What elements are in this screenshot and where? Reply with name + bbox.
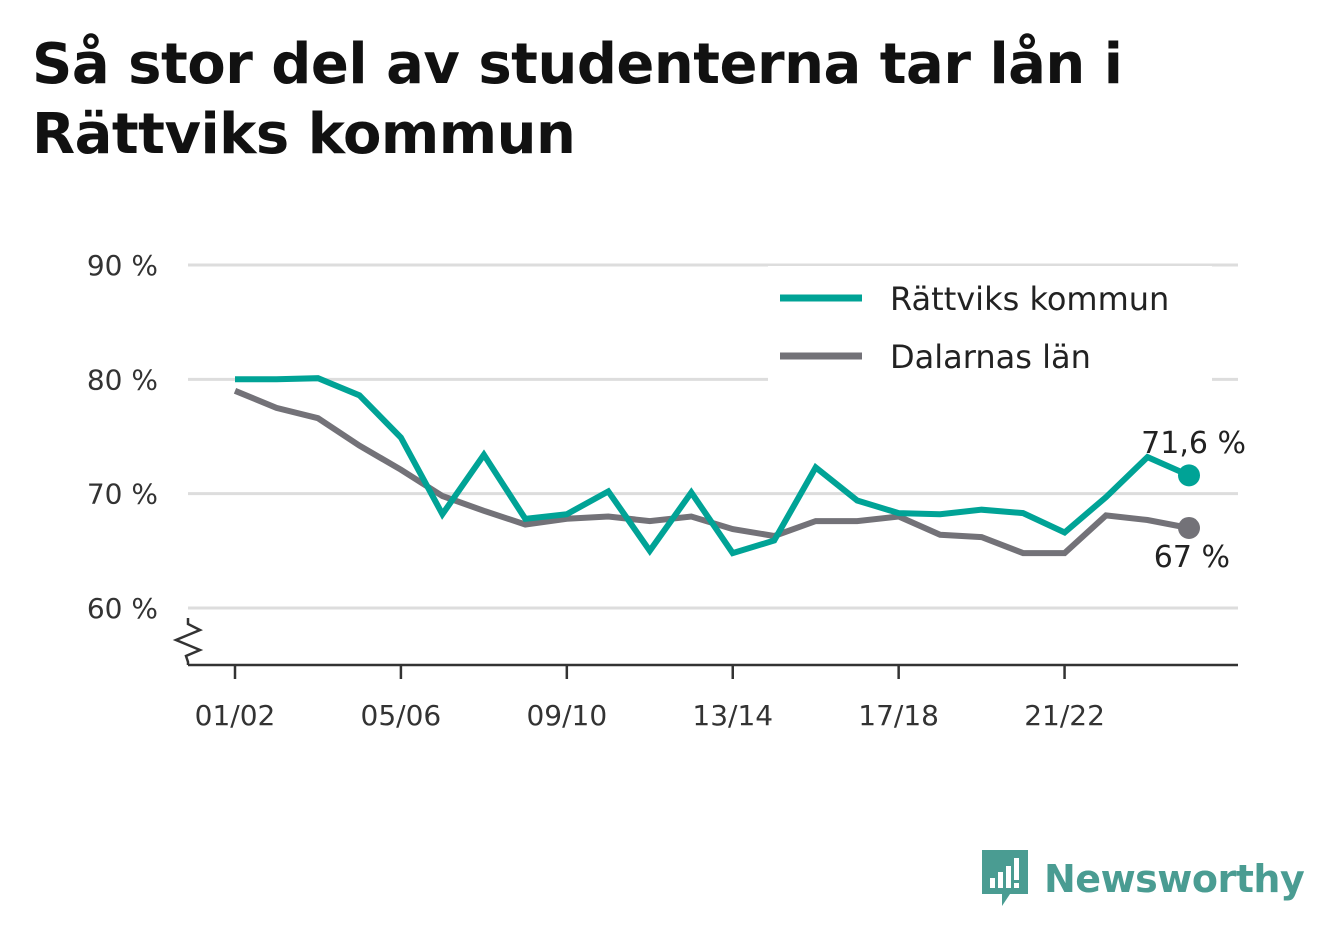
legend-label-dalarna: Dalarnas län [890, 338, 1091, 376]
x-tick-label: 05/06 [361, 699, 442, 732]
y-tick-label: 90 % [87, 249, 158, 282]
y-axis: 60 % 70 % 80 % 90 % [87, 249, 204, 665]
chart-title: Så stor del av studenterna tar lån i Rät… [32, 32, 1123, 167]
x-tick-label: 01/02 [195, 699, 276, 732]
legend-label-rattvik: Rättviks kommun [890, 280, 1169, 318]
y-tick-label: 70 % [87, 478, 158, 511]
x-tick-label: 17/18 [858, 699, 939, 732]
x-tick-label: 09/10 [526, 699, 607, 732]
legend: Rättviks kommun Dalarnas län [768, 266, 1212, 382]
x-tick-label: 13/14 [692, 699, 773, 732]
series-line-rattvik [235, 375, 1191, 557]
brand-name: Newsworthy [1044, 857, 1305, 901]
end-point-dalarna [1178, 516, 1200, 539]
series-lines [233, 375, 1200, 557]
newsworthy-brand: Newsworthy [980, 848, 1305, 910]
legend-background [768, 266, 1212, 382]
end-label-dalarna: 67 % [1154, 540, 1230, 575]
y-tick-label: 80 % [87, 363, 158, 396]
end-point-rattvik [1178, 464, 1200, 487]
x-tick-label: 21/22 [1024, 699, 1105, 732]
x-tick-labels: 01/02 05/06 09/10 13/14 17/18 21/22 [195, 699, 1105, 732]
y-axis-break [172, 618, 204, 665]
end-label-rattvik: 71,6 % [1141, 426, 1246, 461]
end-labels: 71,6 % 67 % [1141, 426, 1246, 575]
x-axis [188, 663, 1238, 679]
newsworthy-logo-icon [982, 850, 1028, 906]
y-tick-label: 60 % [87, 592, 158, 625]
